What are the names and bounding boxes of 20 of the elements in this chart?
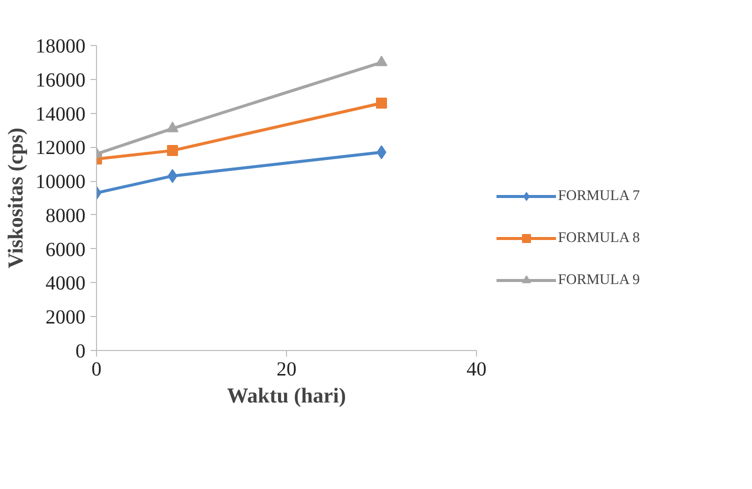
x-tick-label: 40 <box>466 358 486 380</box>
x-tick-label: 0 <box>92 358 102 380</box>
y-tick-label: 16000 <box>36 69 86 92</box>
y-axis-title: Viskositas (cps) <box>4 128 28 268</box>
y-tick-label: 12000 <box>36 137 86 160</box>
point <box>376 98 387 109</box>
x-axis-title: Waktu (hari) <box>226 384 346 408</box>
y-tick-label: 2000 <box>46 306 86 329</box>
y-tick-label: 8000 <box>46 204 86 227</box>
y-tick-label: 4000 <box>46 272 86 295</box>
y-tick-label: 14000 <box>36 103 86 126</box>
y-tick-label: 18000 <box>36 36 86 58</box>
x-tick-label: 20 <box>276 358 296 380</box>
legend-label: FORMULA 9 <box>558 272 640 288</box>
legend-label: FORMULA 7 <box>558 188 640 204</box>
y-tick-label: 10000 <box>36 171 86 194</box>
legend-label: FORMULA 8 <box>558 230 640 246</box>
y-tick-label: 6000 <box>46 238 86 261</box>
y-tick-label: 0 <box>76 340 86 362</box>
point <box>376 56 388 66</box>
